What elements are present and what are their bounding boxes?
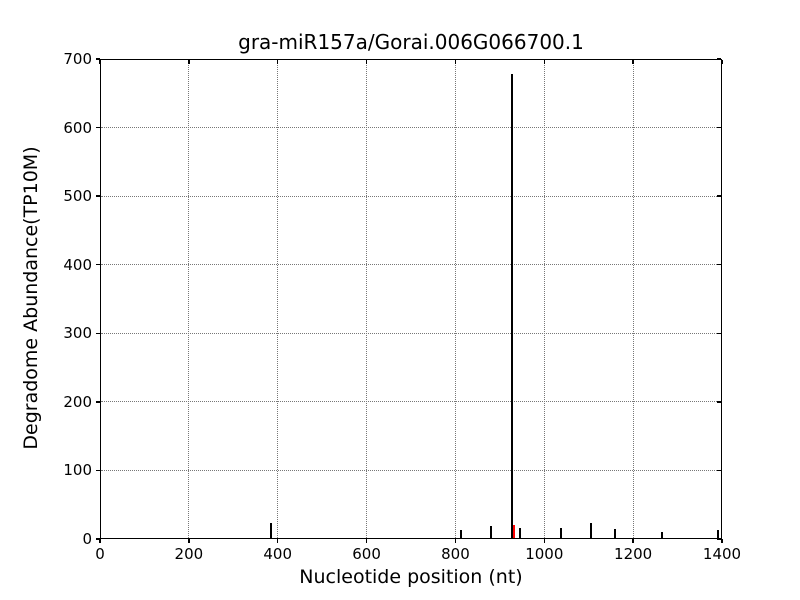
degradome-spike — [269, 522, 272, 538]
y-tick-label: 700 — [63, 50, 92, 68]
x-gridline — [366, 60, 368, 538]
degradome-spike — [459, 529, 462, 538]
y-tick — [96, 469, 100, 472]
y-gridline — [101, 195, 721, 197]
y-gridline — [101, 401, 721, 403]
degradome-spike — [660, 531, 663, 538]
x-tick-label: 600 — [352, 545, 381, 563]
x-tick-label: 1400 — [702, 545, 742, 563]
y-tick — [717, 195, 721, 197]
x-axis-label: Nucleotide position (nt) — [299, 566, 523, 588]
x-tick — [543, 539, 546, 543]
degradome-spike — [511, 73, 514, 538]
y-tick — [96, 332, 100, 335]
y-tick — [717, 263, 721, 266]
x-gridline — [188, 60, 190, 538]
y-tick — [96, 538, 100, 540]
degradome-spike — [589, 522, 592, 538]
x-tick-label: 800 — [441, 545, 470, 563]
x-tick-label: 1200 — [614, 545, 653, 563]
x-gridline — [454, 60, 456, 538]
degradome-spike — [490, 526, 493, 538]
x-tick — [721, 539, 723, 543]
x-tick — [454, 539, 457, 543]
y-tick-label: 600 — [63, 118, 92, 137]
y-tick — [96, 263, 100, 266]
y-tick-label: 400 — [63, 255, 92, 274]
highlighted-cleavage-spike — [513, 524, 516, 538]
y-tick-label: 0 — [82, 530, 92, 548]
y-gridline — [101, 332, 721, 334]
y-gridline — [101, 127, 721, 129]
y-tick — [96, 401, 100, 403]
degradome-spike — [717, 530, 720, 538]
x-tick — [632, 60, 634, 64]
x-tick-label: 400 — [263, 545, 293, 563]
degradome-spike — [613, 529, 616, 538]
y-tick-label: 200 — [63, 392, 92, 411]
y-tick — [717, 538, 721, 540]
x-tick — [188, 60, 190, 64]
y-tick-label: 500 — [63, 187, 92, 206]
x-tick — [99, 539, 101, 543]
y-tick — [717, 58, 721, 60]
x-tick — [632, 539, 634, 543]
x-gridline — [632, 60, 634, 538]
y-gridline — [101, 469, 721, 471]
chart-title: gra-miR157a/Gorai.006G066700.1 — [238, 30, 584, 54]
x-tick — [365, 60, 368, 64]
y-tick — [717, 126, 721, 129]
x-tick — [721, 60, 723, 64]
x-tick — [276, 539, 279, 543]
x-tick — [543, 60, 546, 64]
y-tick-label: 100 — [63, 461, 92, 480]
y-axis-label: Degradome Abundance(TP10M) — [20, 146, 42, 450]
x-tick-label: 1000 — [525, 545, 564, 563]
y-tick — [717, 469, 721, 472]
y-gridline — [101, 264, 721, 266]
y-tick — [717, 332, 721, 335]
x-tick — [99, 60, 101, 64]
x-tick — [365, 539, 368, 543]
y-tick — [96, 195, 100, 197]
plot-area — [100, 59, 722, 539]
degradome-spike — [518, 527, 521, 538]
y-tick — [717, 401, 721, 403]
x-tick — [276, 60, 279, 64]
x-tick-label: 0 — [95, 545, 105, 563]
y-tick — [96, 58, 100, 60]
y-tick — [96, 126, 100, 129]
x-tick — [454, 60, 457, 64]
degradome-spike — [559, 527, 562, 538]
x-tick — [188, 539, 190, 543]
y-tick-label: 300 — [63, 324, 92, 343]
x-gridline — [543, 60, 545, 538]
x-tick-label: 200 — [174, 545, 204, 563]
x-gridline — [277, 60, 279, 538]
